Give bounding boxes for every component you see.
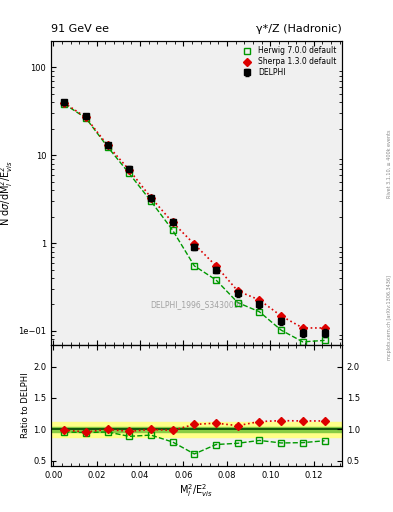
X-axis label: M$_l^2$/E$^2_{vis}$: M$_l^2$/E$^2_{vis}$ [180, 482, 213, 499]
Sherpa 1.3.0 default [83, 114, 88, 120]
Herwig 7.0.0 default [127, 170, 132, 177]
Bar [51, 427, 342, 432]
Sherpa 1.3.0 default [170, 219, 175, 225]
Text: mcplots.cern.ch [arXiv:1306.3436]: mcplots.cern.ch [arXiv:1306.3436] [387, 275, 392, 360]
Herwig 7.0.0 default [279, 327, 283, 333]
Sherpa 1.3.0 default [235, 288, 240, 294]
Herwig 7.0.0 default [257, 309, 262, 315]
Line: Herwig 7.0.0 default: Herwig 7.0.0 default [61, 100, 328, 345]
Line: Sherpa 1.3.0 default: Sherpa 1.3.0 default [61, 100, 327, 331]
Herwig 7.0.0 default [62, 101, 66, 107]
Herwig 7.0.0 default [105, 144, 110, 150]
Sherpa 1.3.0 default [149, 195, 153, 201]
Legend: Herwig 7.0.0 default, Sherpa 1.3.0 default, DELPHI: Herwig 7.0.0 default, Sherpa 1.3.0 defau… [237, 45, 338, 79]
Sherpa 1.3.0 default [105, 142, 110, 148]
Sherpa 1.3.0 default [192, 241, 196, 247]
Herwig 7.0.0 default [214, 277, 219, 283]
Text: DELPHI_1996_S3430090: DELPHI_1996_S3430090 [150, 301, 243, 310]
Herwig 7.0.0 default [301, 339, 305, 345]
Sherpa 1.3.0 default [322, 325, 327, 331]
Herwig 7.0.0 default [192, 263, 196, 269]
Sherpa 1.3.0 default [301, 325, 305, 331]
Y-axis label: Ratio to DELPHI: Ratio to DELPHI [21, 372, 30, 438]
Sherpa 1.3.0 default [127, 167, 132, 173]
Herwig 7.0.0 default [83, 115, 88, 121]
Herwig 7.0.0 default [235, 300, 240, 306]
Text: γ*/Z (Hadronic): γ*/Z (Hadronic) [256, 24, 342, 34]
Bar [51, 422, 342, 437]
Herwig 7.0.0 default [170, 227, 175, 233]
Sherpa 1.3.0 default [214, 263, 219, 269]
Sherpa 1.3.0 default [62, 100, 66, 106]
Text: 91 GeV ee: 91 GeV ee [51, 24, 109, 34]
Herwig 7.0.0 default [322, 337, 327, 344]
Text: Rivet 3.1.10, ≥ 400k events: Rivet 3.1.10, ≥ 400k events [387, 130, 392, 198]
Y-axis label: N d$\sigma$/dM$_l^2$/E$^2_{vis}$: N d$\sigma$/dM$_l^2$/E$^2_{vis}$ [0, 160, 15, 226]
Sherpa 1.3.0 default [279, 313, 283, 319]
Sherpa 1.3.0 default [257, 297, 262, 303]
Herwig 7.0.0 default [149, 198, 153, 204]
